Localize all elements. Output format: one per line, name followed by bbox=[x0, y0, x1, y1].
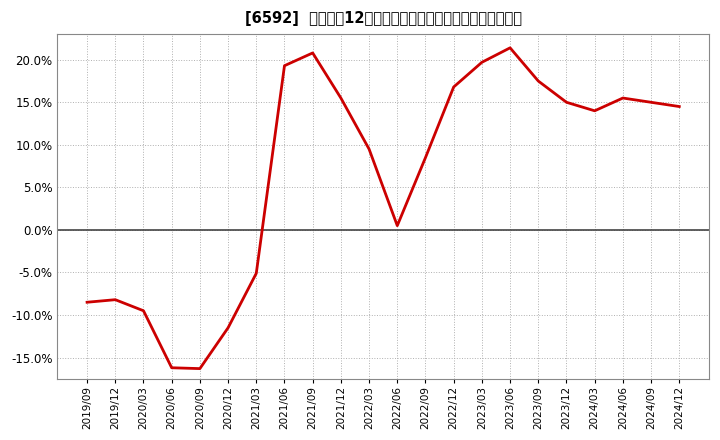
Title: [6592]  売上高の12か月移動合計の対前年同期増減率の推移: [6592] 売上高の12か月移動合計の対前年同期増減率の推移 bbox=[245, 11, 522, 26]
